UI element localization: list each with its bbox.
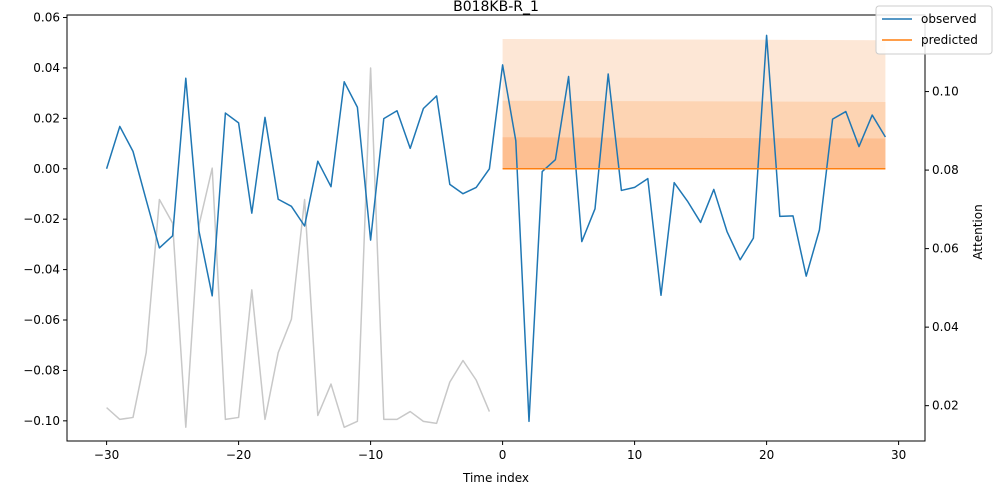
legend-box: [875, 5, 993, 55]
legend-observed-label: observed: [921, 12, 977, 26]
y2-axis-ticks: 0.02 0.04 0.06 0.08 0.10: [925, 85, 959, 413]
x-tick-label: −20: [226, 448, 251, 462]
y2-tick-label: 0.06: [932, 242, 959, 256]
attention-line: [106, 67, 491, 429]
y-tick-label: −0.06: [23, 313, 60, 327]
x-axis-label: Time index: [462, 471, 529, 485]
y2-axis-label: Attention: [971, 204, 985, 259]
y2-tick-label: 0.04: [932, 320, 959, 334]
y-tick-label: 0.04: [33, 61, 60, 75]
y-tick-label: −0.02: [23, 212, 60, 226]
y-tick-label: 0.02: [33, 111, 60, 125]
y-tick-label: −0.10: [23, 414, 60, 428]
y2-tick-label: 0.02: [932, 399, 959, 413]
confidence-bands: [502, 38, 886, 169]
y2-tick-label: 0.10: [932, 85, 959, 99]
observed-line: [105, 34, 887, 423]
x-axis-ticks: −30 −20 −10 0 10 20 30: [94, 441, 906, 462]
y-tick-label: 0.00: [33, 162, 60, 176]
x-tick-label: 0: [499, 448, 507, 462]
y-axis-ticks: −0.10 −0.08 −0.06 −0.04 −0.02 0.00 0.02 0.04 0.0…: [23, 11, 67, 428]
plot-frame: [66, 14, 926, 442]
prediction-band-3: [502, 137, 886, 169]
x-tick-label: 20: [759, 448, 774, 462]
legend-predicted-label: predicted: [921, 33, 978, 47]
series-lines: [105, 34, 887, 429]
y-tick-label: −0.04: [23, 263, 60, 277]
legend: observed predicted: [875, 5, 993, 55]
y-tick-label: 0.06: [33, 11, 60, 25]
x-tick-label: 30: [891, 448, 906, 462]
x-tick-label: 10: [627, 448, 642, 462]
y-tick-label: −0.08: [23, 363, 60, 377]
chart-title: B018KB-R_1: [453, 0, 539, 15]
x-tick-label: −10: [358, 448, 383, 462]
x-tick-label: −30: [94, 448, 119, 462]
y2-tick-label: 0.08: [932, 163, 959, 177]
